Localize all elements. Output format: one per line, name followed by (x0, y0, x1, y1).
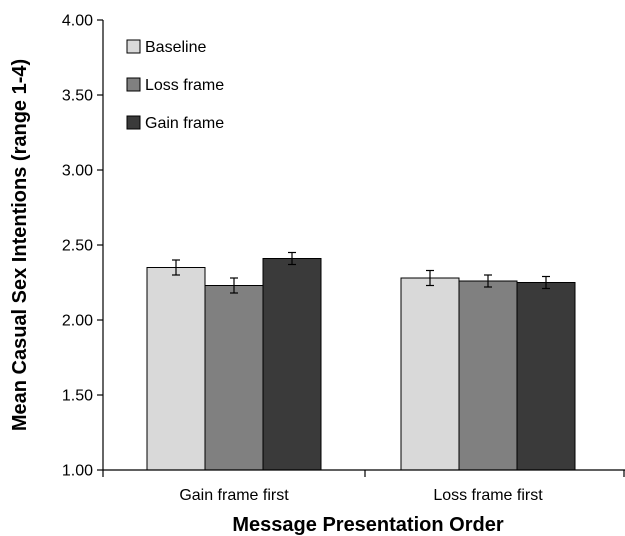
y-axis-title: Mean Casual Sex Intentions (range 1-4) (9, 59, 31, 431)
bar-loss-frame-1 (204, 285, 264, 471)
y-tick-label: 1.50 (62, 388, 93, 405)
error-bars (172, 251, 550, 294)
legend-label: Loss frame (145, 77, 224, 94)
bars (146, 258, 576, 471)
bar-gain-frame-2 (516, 282, 576, 471)
y-tick-label: 1.00 (62, 463, 93, 480)
bar-baseline-1 (146, 267, 206, 471)
legend-swatch (126, 115, 141, 130)
bar-gain-frame-1 (262, 258, 322, 471)
legend: Baseline Loss frame Gain frame (126, 39, 224, 132)
legend-item: Gain frame (126, 115, 224, 132)
y-tick-label: 3.50 (62, 88, 93, 105)
y-axis-ticks: 1.00 1.50 2.00 2.50 3.00 3.50 4.00 (62, 13, 103, 480)
y-tick-label: 4.00 (62, 13, 93, 30)
error-bar (288, 251, 296, 266)
x-axis-title: Message Presentation Order (232, 514, 503, 536)
legend-swatch (126, 77, 141, 92)
error-bar (484, 274, 492, 288)
y-tick-label: 3.00 (62, 163, 93, 180)
y-tick-label: 2.50 (62, 238, 93, 255)
x-axis-ticks: Gain frame first Loss frame first (102, 470, 625, 504)
bar-loss-frame-2 (458, 280, 518, 471)
legend-item: Loss frame (126, 77, 224, 94)
x-tick-label: Gain frame first (179, 487, 289, 504)
bar-baseline-2 (400, 277, 460, 471)
error-bar (172, 259, 180, 276)
legend-label: Gain frame (145, 115, 224, 132)
error-bar (542, 275, 550, 290)
x-tick-label: Loss frame first (433, 487, 543, 504)
error-bar (230, 277, 238, 294)
error-bar (426, 269, 434, 287)
legend-item: Baseline (126, 39, 206, 56)
legend-swatch (126, 39, 141, 54)
legend-label: Baseline (145, 39, 206, 56)
y-tick-label: 2.00 (62, 313, 93, 330)
